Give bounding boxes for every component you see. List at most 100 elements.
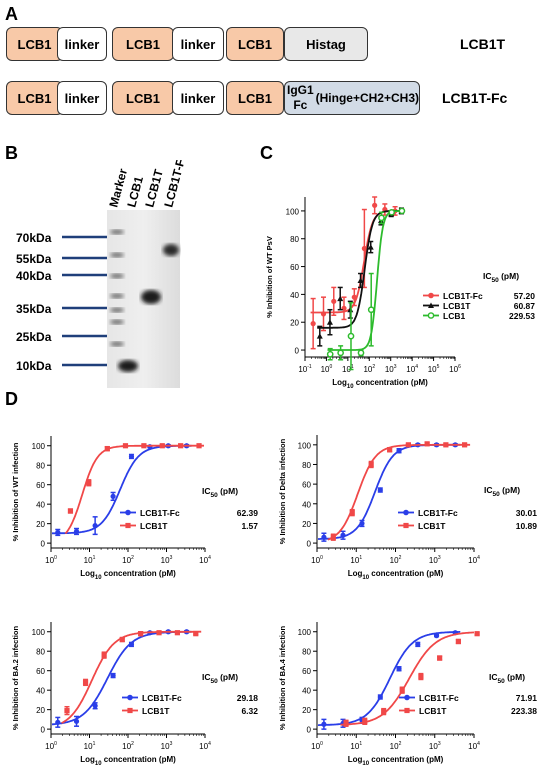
data-point — [321, 721, 327, 727]
legend-swatch-marker — [403, 522, 409, 529]
data-point — [321, 534, 327, 540]
marker-label: 70kDa — [16, 231, 52, 245]
legend-swatch-marker — [125, 509, 131, 516]
y-tick-label: 0 — [307, 540, 312, 549]
y-tick-label: 40 — [302, 500, 311, 509]
data-point — [128, 453, 135, 460]
fit-curve — [64, 444, 204, 535]
legend-series-name: LCB1T — [443, 301, 471, 311]
data-point — [119, 636, 125, 643]
y-axis-label: % Inhibition of BA.2 infection — [11, 626, 20, 731]
data-point — [367, 306, 375, 314]
construct-box-label: linker — [64, 36, 100, 52]
ladder-band — [110, 229, 124, 235]
y-tick-label: 80 — [302, 461, 311, 470]
construct-box-lcb: LCB1 — [112, 27, 174, 61]
data-point — [347, 332, 355, 340]
legend-ic50-header: IC50 (pM) — [489, 672, 525, 685]
data-point — [340, 532, 346, 538]
legend-swatch-marker — [127, 694, 133, 701]
construct-box-label: linker — [64, 90, 100, 106]
fit-curve — [52, 630, 192, 726]
legend-swatch-marker — [427, 312, 435, 319]
x-tick-label: 103 — [429, 741, 441, 751]
data-point — [357, 277, 364, 283]
construct-box-link: linker — [57, 27, 107, 61]
construct-diagram: LCB1 linker LCB1 linker LCB1 His tag LCB1T LCB1 l… — [0, 0, 550, 130]
x-tick-label: 100 — [45, 555, 57, 565]
data-point — [174, 630, 181, 636]
legend-swatch-marker — [404, 694, 410, 701]
data-point — [351, 294, 357, 300]
x-axis-label: Log10 concentration (pM) — [80, 569, 176, 581]
data-point — [73, 528, 80, 535]
marker-label: 55kDa — [16, 252, 52, 266]
data-point — [326, 350, 334, 358]
x-tick-label: 102 — [122, 555, 134, 565]
data-point — [361, 245, 367, 252]
data-point — [82, 679, 89, 685]
data-point — [359, 520, 365, 527]
data-point — [362, 718, 368, 724]
data-point — [455, 638, 461, 645]
data-point — [330, 534, 336, 540]
ladder-band — [110, 273, 124, 279]
data-point — [73, 718, 80, 724]
y-tick-label: 0 — [41, 726, 46, 735]
legend-series-name: LCB1T-Fc — [443, 291, 483, 301]
y-tick-label: 80 — [290, 235, 299, 244]
legend-series-name: LCB1T-Fc — [140, 508, 180, 518]
data-point — [337, 349, 344, 357]
construct-box-label: (Hinge+CH2+CH3) — [315, 90, 419, 105]
chart-panel-d-wt: 0 20 40 60 80 100 100 101 102 103 104 Log10 concent… — [11, 436, 258, 581]
data-point — [388, 208, 396, 216]
data-point — [405, 442, 411, 448]
data-point — [92, 523, 98, 529]
data-point — [343, 720, 349, 726]
construct-box-his: His tag — [284, 27, 368, 61]
data-point — [193, 631, 199, 637]
data-point — [110, 672, 116, 679]
legend-ic50-header: IC50 (pM) — [483, 271, 519, 284]
lcb1-band — [118, 360, 138, 372]
construct-box-lcb: LCB1 — [226, 27, 284, 61]
legend-swatch-marker — [404, 707, 410, 714]
construct-box-label: LCB1 — [17, 90, 52, 106]
data-point — [86, 480, 92, 486]
x-tick-label: 100 — [321, 364, 333, 374]
y-tick-label: 20 — [290, 319, 299, 328]
y-tick-label: 80 — [36, 462, 45, 471]
construct-box-lcb: LCB1 — [112, 81, 174, 115]
x-axis-label: Log10 concentration (pM) — [332, 378, 428, 390]
construct-box-lcb: LCB1 — [6, 81, 63, 115]
data-point — [399, 687, 405, 693]
y-tick-label: 40 — [302, 687, 311, 696]
x-tick-label: 102 — [390, 555, 402, 565]
x-tick-label: 106 — [449, 364, 461, 374]
ladder-band — [110, 307, 124, 313]
x-tick-label: 102 — [390, 741, 402, 751]
data-point — [128, 641, 135, 647]
data-point — [396, 448, 402, 454]
x-tick-label: 103 — [385, 364, 397, 374]
x-tick-label: 100 — [45, 741, 57, 751]
data-point — [55, 719, 61, 725]
y-tick-label: 100 — [286, 207, 300, 216]
legend-ic50-header: IC50 (pM) — [484, 485, 520, 498]
data-point — [141, 443, 147, 449]
data-point — [377, 487, 383, 493]
legend-swatch-marker — [403, 509, 409, 516]
lcb1t-fc-band — [163, 244, 179, 256]
y-axis-label: % Inhibition of WT infection — [11, 442, 20, 541]
x-tick-label: 104 — [468, 555, 480, 565]
marker-label: 40kDa — [16, 269, 52, 283]
data-point — [178, 443, 184, 449]
lane-label: LCB1T-Fc — [161, 160, 189, 209]
x-tick-label: 103 — [161, 555, 173, 565]
y-tick-label: 0 — [295, 347, 300, 356]
y-axis-label: % Inhibition of BA.4 infection — [278, 626, 287, 731]
data-point — [110, 493, 116, 499]
data-point — [122, 443, 129, 449]
construct-box-label: IgG1 Fc — [286, 83, 314, 112]
fit-curve — [327, 210, 405, 351]
